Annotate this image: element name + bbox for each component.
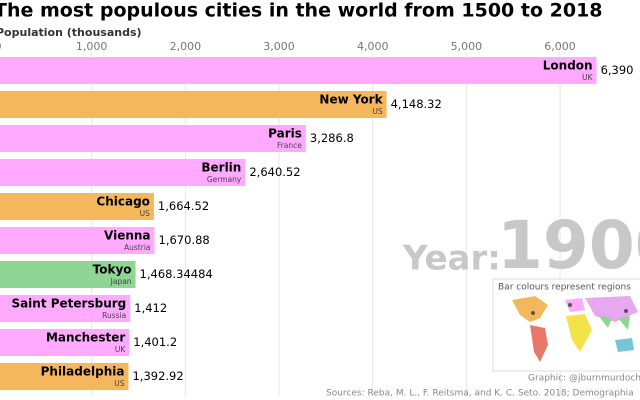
- bar: [0, 159, 246, 186]
- bar-name: Tokyo: [93, 263, 132, 277]
- bar: [0, 227, 155, 254]
- map-oceania: [615, 338, 634, 352]
- bar-name: Manchester: [46, 331, 125, 345]
- bar-name: Berlin: [201, 161, 241, 175]
- bar: [0, 261, 136, 288]
- bar-name: Saint Petersburg: [11, 297, 126, 311]
- credit: Graphic: @jburnmurdoch: [528, 374, 640, 384]
- value-label: 4,148.32: [391, 97, 442, 111]
- x-axis-label: Population (thousands): [0, 26, 142, 39]
- x-tick-label: 5,000: [451, 40, 483, 53]
- map-dot: [531, 311, 535, 315]
- bar-country: US: [114, 379, 124, 388]
- map-east-asia: [618, 316, 630, 330]
- year-label: Year:: [402, 239, 501, 279]
- bar-country: UK: [115, 345, 126, 354]
- x-tick-label: 0: [0, 40, 2, 53]
- bar: [0, 57, 597, 84]
- bar: [0, 193, 154, 220]
- x-tick-label: 3,000: [263, 40, 295, 53]
- bar-country: Austria: [124, 243, 151, 252]
- legend-map: Bar colours represent regions: [492, 278, 640, 372]
- bar: [0, 363, 129, 390]
- value-label: 1,670.88: [159, 233, 210, 247]
- map-north-america: [512, 296, 548, 322]
- value-label: 3,286.8: [310, 131, 354, 145]
- map-dot: [624, 309, 628, 313]
- map-europe: [565, 298, 585, 312]
- map-south-asia: [598, 315, 612, 328]
- bar: [0, 295, 131, 322]
- bar: [0, 91, 387, 118]
- map-south-america: [530, 325, 548, 362]
- bar-name: Paris: [268, 127, 302, 141]
- chart-title: The most populous cities in the world fr…: [0, 0, 603, 22]
- x-tick-label: 2,000: [170, 40, 202, 53]
- value-label: 1,664.52: [158, 199, 209, 213]
- value-label: 2,640.52: [249, 165, 300, 179]
- bar-country: Japan: [110, 277, 132, 286]
- value-label: 1,392.92: [132, 369, 183, 383]
- legend-title: Bar colours represent regions: [498, 283, 631, 293]
- bar-country: Germany: [207, 175, 242, 184]
- x-tick-label: 6,000: [544, 40, 576, 53]
- value-label: 6,390: [601, 63, 634, 77]
- source: Sources: Reba, M. L., F. Reitsma, and K.…: [326, 389, 634, 399]
- bar-name: Philadelphia: [41, 365, 125, 379]
- bar-name: New York: [319, 93, 383, 107]
- bar-name: Chicago: [96, 195, 150, 209]
- x-tick-label: 1,000: [76, 40, 108, 53]
- legend-box: [492, 278, 640, 372]
- bar-country: France: [277, 141, 302, 150]
- map-africa: [566, 314, 592, 352]
- bar: [0, 329, 130, 356]
- bar-country: Russia: [102, 311, 126, 320]
- x-tick-label: 4,000: [357, 40, 389, 53]
- year: 1900: [497, 207, 640, 284]
- bar-name: London: [543, 59, 593, 73]
- bar: [0, 125, 306, 152]
- bar-country: US: [372, 107, 382, 116]
- value-label: 1,401.2: [133, 335, 177, 349]
- value-label: 1,468.34484: [140, 267, 213, 281]
- map-dot: [568, 303, 572, 307]
- bar-country: US: [140, 209, 150, 218]
- bar-name: Vienna: [104, 229, 151, 243]
- value-label: 1,412: [134, 301, 167, 315]
- map-asia: [585, 296, 638, 322]
- bar-country: UK: [582, 73, 593, 82]
